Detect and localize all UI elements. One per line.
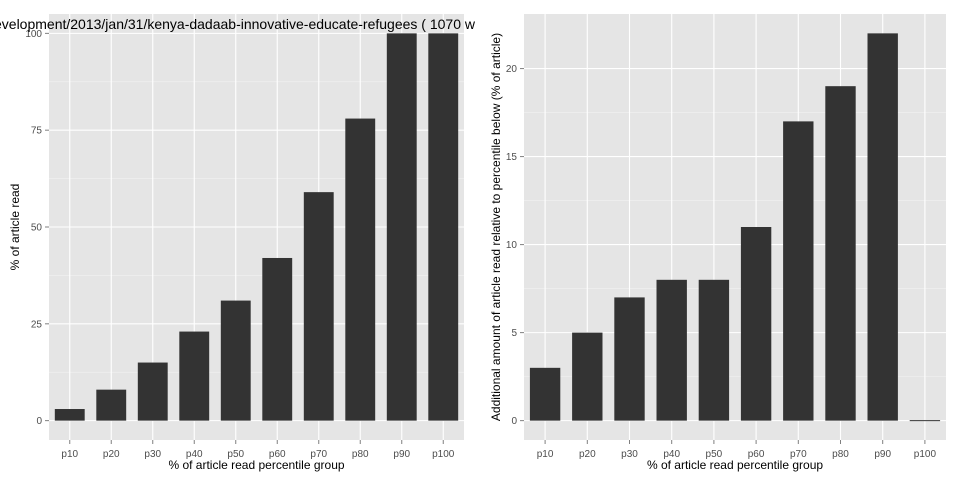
y-tick-label: 15 (506, 152, 518, 163)
left-chart: 0 25 50 75 100 p10 p20 p30 p40 p50 p60 p70 p80 p90 p10… (0, 14, 476, 472)
y-axis-title: Additional amount of article read relati… (489, 33, 503, 421)
bar-p60 (262, 257, 293, 421)
bar-p70 (783, 121, 814, 421)
bar-p10 (529, 367, 561, 421)
bar-p100 (428, 33, 459, 421)
x-tick-label: p20 (579, 449, 596, 460)
chart-title: evelopment/2013/jan/31/kenya-dadaab-inno… (0, 16, 476, 32)
x-axis-title: % of article read percentile group (647, 458, 823, 472)
bar-p70 (303, 192, 334, 421)
x-tick-label: p90 (393, 449, 410, 460)
y-tick-label: 25 (31, 319, 43, 330)
x-tick-label: p70 (310, 449, 327, 460)
x-tick-label: p50 (706, 449, 723, 460)
x-tick-label: p10 (61, 449, 78, 460)
x-tick-label: p40 (186, 449, 203, 460)
x-tick-label: p100 (432, 449, 455, 460)
x-tick-label: p30 (144, 449, 161, 460)
bar-p90 (867, 33, 898, 421)
bar-p100 (909, 420, 941, 422)
x-tick-label: p50 (227, 449, 244, 460)
bar-p30 (137, 362, 168, 421)
x-tick-label: p30 (621, 449, 638, 460)
bar-p50 (220, 300, 251, 421)
y-tick-label: 75 (31, 126, 43, 137)
bar-p40 (179, 331, 210, 421)
y-tick-label: 10 (506, 240, 518, 251)
bar-p20 (572, 332, 603, 421)
x-tick-label: p100 (914, 449, 937, 460)
right-chart: 0 5 10 15 20 p10 p20 p30 p40 p50 p60 p70 p80 p90 p100%… (489, 14, 946, 472)
x-tick-label: p70 (790, 449, 807, 460)
bar-p30 (614, 297, 645, 421)
bar-p80 (825, 86, 856, 421)
y-tick-label: 0 (36, 416, 42, 427)
x-tick-label: p90 (874, 449, 891, 460)
bar-p90 (386, 33, 417, 421)
bar-p60 (740, 227, 772, 421)
y-tick-label: 5 (511, 328, 517, 339)
x-tick-label: p60 (748, 449, 765, 460)
y-tick-label: 20 (506, 64, 518, 75)
y-tick-label: 0 (511, 416, 517, 427)
y-tick-label: 50 (31, 223, 43, 234)
x-axis-title: % of article read percentile group (168, 458, 344, 472)
y-tick-label: 100 (25, 29, 42, 40)
bar-p40 (656, 279, 687, 421)
bar-p10 (54, 409, 85, 421)
bar-p50 (698, 279, 730, 421)
bar-p80 (345, 118, 376, 421)
x-tick-label: p80 (352, 449, 369, 460)
x-tick-label: p60 (269, 449, 286, 460)
x-tick-label: p20 (103, 449, 120, 460)
x-tick-label: p10 (537, 449, 554, 460)
y-axis-title: % of article read (8, 184, 22, 271)
x-tick-label: p40 (663, 449, 680, 460)
x-tick-label: p80 (832, 449, 849, 460)
bar-p20 (96, 389, 127, 421)
